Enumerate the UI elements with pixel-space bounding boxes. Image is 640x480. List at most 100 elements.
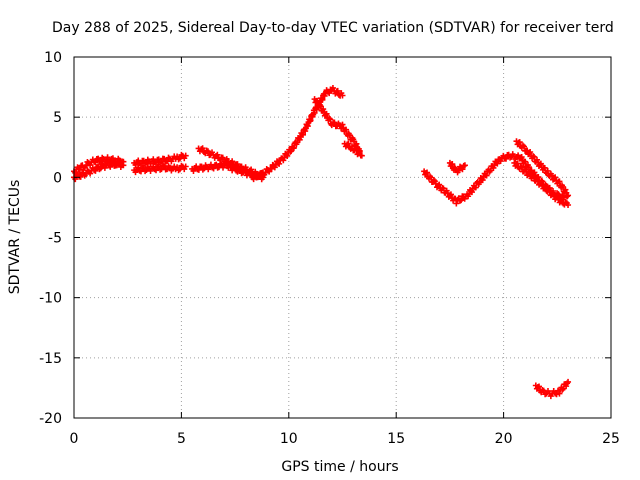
- y-tick-label: -5: [48, 231, 62, 247]
- data-point: [87, 170, 94, 177]
- data-point: [483, 172, 490, 179]
- data-point: [497, 158, 504, 165]
- data-point: [107, 163, 114, 170]
- x-tick-label: 15: [387, 431, 405, 447]
- data-point: [559, 196, 566, 203]
- series-arc11: [421, 156, 503, 207]
- data-point: [556, 390, 563, 397]
- data-point: [182, 152, 189, 159]
- data-point: [214, 151, 221, 158]
- data-point: [519, 142, 526, 149]
- data-point: [182, 163, 189, 170]
- data-point: [521, 143, 528, 150]
- data-point: [323, 110, 330, 117]
- data-point: [339, 92, 346, 99]
- data-point: [552, 174, 559, 181]
- data-point: [349, 143, 356, 150]
- chart-title: Day 288 of 2025, Sidereal Day-to-day VTE…: [52, 20, 614, 36]
- data-point: [229, 158, 236, 165]
- data-point: [276, 160, 283, 167]
- data-point: [536, 383, 543, 390]
- data-point: [345, 140, 352, 147]
- data-point: [314, 97, 321, 104]
- data-point: [283, 152, 290, 159]
- data-point: [449, 161, 456, 168]
- data-point: [458, 197, 465, 204]
- axis-ticks: 0 5 10 15 20 25 -20 -15 -10 -5 0 5 10: [39, 50, 620, 447]
- data-point: [461, 162, 468, 169]
- data-point: [531, 153, 538, 160]
- data-point: [300, 131, 307, 138]
- data-point: [76, 166, 83, 173]
- series-arc12: [446, 159, 468, 176]
- data-point: [565, 378, 572, 385]
- x-tick-label: 25: [602, 431, 620, 447]
- data-point: [440, 185, 447, 192]
- data-point: [546, 188, 553, 195]
- data-marks: [71, 84, 572, 400]
- data-point: [503, 155, 510, 162]
- data-point: [453, 200, 460, 207]
- data-point: [559, 386, 566, 393]
- data-point: [525, 164, 532, 171]
- data-point: [72, 169, 79, 176]
- y-tick-label: -20: [39, 411, 62, 427]
- x-tick-label: 10: [280, 431, 298, 447]
- data-point: [334, 87, 341, 94]
- data-point: [320, 106, 327, 113]
- data-point: [358, 152, 365, 159]
- data-point: [550, 189, 557, 196]
- data-point: [246, 168, 253, 175]
- data-point: [479, 177, 486, 184]
- data-point: [296, 136, 303, 143]
- data-point: [517, 163, 524, 170]
- data-point: [120, 162, 127, 169]
- data-point: [424, 169, 431, 176]
- data-point: [526, 169, 533, 176]
- data-point: [326, 90, 333, 97]
- data-point: [562, 186, 569, 193]
- data-point: [250, 176, 257, 183]
- data-point: [268, 165, 275, 172]
- data-point: [326, 115, 333, 122]
- data-point: [447, 191, 454, 198]
- data-point: [526, 149, 533, 156]
- data-point: [565, 192, 572, 199]
- data-point: [530, 173, 537, 180]
- series-arc15: [511, 159, 572, 209]
- data-point: [92, 167, 99, 174]
- y-axis-label: SDTVAR / TECUs: [7, 180, 23, 295]
- data-point: [436, 181, 443, 188]
- data-point: [554, 193, 561, 200]
- data-point: [537, 160, 544, 167]
- data-point: [430, 177, 437, 184]
- data-point: [327, 116, 334, 123]
- y-tick-label: 0: [53, 170, 62, 186]
- data-point: [472, 184, 479, 191]
- data-point: [494, 160, 501, 167]
- data-point: [565, 202, 572, 209]
- data-point: [459, 166, 466, 173]
- series-arc16: [532, 378, 572, 400]
- series-arc14: [513, 138, 572, 200]
- data-point: [538, 179, 545, 186]
- series-arc2: [71, 159, 127, 183]
- series-arc6: [195, 145, 260, 178]
- data-point: [514, 160, 521, 167]
- x-tick-label: 0: [70, 431, 79, 447]
- series-arc3: [131, 151, 189, 168]
- data-point: [199, 145, 206, 152]
- data-point: [339, 121, 346, 128]
- x-tick-label: 5: [177, 431, 186, 447]
- x-axis-label: GPS time / hours: [281, 459, 398, 475]
- data-point: [544, 167, 551, 174]
- x-tick-label: 20: [495, 431, 513, 447]
- y-tick-label: 5: [53, 110, 62, 126]
- data-point: [518, 164, 525, 171]
- data-point: [490, 164, 497, 171]
- series-arc8: [249, 84, 346, 183]
- data-point: [522, 158, 529, 165]
- data-point: [356, 148, 363, 155]
- data-point: [353, 140, 360, 147]
